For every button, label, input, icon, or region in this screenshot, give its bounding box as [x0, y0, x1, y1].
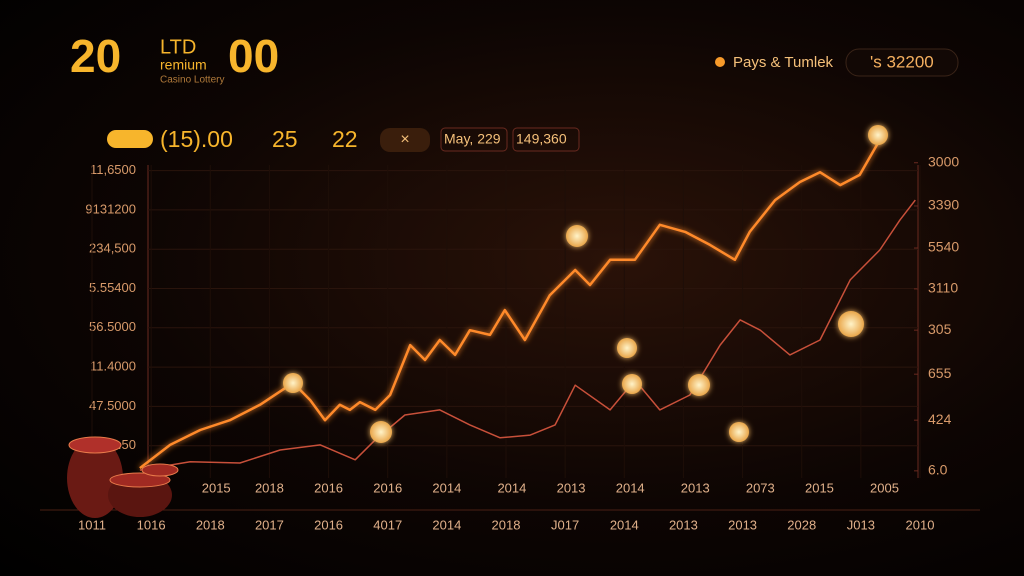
x-tick-label: J013: [847, 517, 875, 532]
y2-tick-label: 305: [928, 321, 952, 337]
y-tick-label: 9131200: [85, 201, 136, 216]
logo-small: remium: [160, 57, 207, 73]
x-tick-label: 2013: [728, 517, 757, 532]
y2-tick-label: 6.0: [928, 462, 948, 478]
y-tick-label: 47.5000: [89, 398, 136, 413]
chip: [68, 436, 122, 454]
x2-tick-label: 2016: [314, 480, 343, 495]
logo-small: LTD: [160, 36, 196, 58]
plot: 1.5047.500011.400056.50005.55400234,5009…: [78, 139, 959, 532]
spade-coin: [622, 374, 642, 394]
chip: [141, 463, 179, 477]
x-tick-label: 4017: [373, 517, 402, 532]
x-tick-label: 2013: [669, 517, 698, 532]
x-tick-label: 2018: [196, 517, 225, 532]
y-tick-label: 56.5000: [89, 319, 136, 334]
chips: [67, 436, 179, 518]
x-tick-label: 2014: [432, 517, 461, 532]
close-button[interactable]: [380, 128, 430, 152]
date-text: May, 229: [444, 131, 501, 147]
logo-number: 00: [228, 30, 279, 82]
y2-tick-label: 3110: [928, 280, 958, 296]
y2-tick-label: 3000: [928, 153, 959, 169]
badge[interactable]: [845, 48, 959, 77]
y2-tick-label: 655: [928, 365, 952, 381]
x2-tick-label: 2014: [432, 480, 461, 495]
chip: [109, 472, 171, 488]
x2-tick-label: 2014: [497, 480, 526, 495]
y-tick-label: 5.55400: [89, 280, 136, 295]
x2-tick-label: 2073: [746, 480, 775, 495]
x-tick-label: 2028: [787, 517, 816, 532]
x2-tick-label: 2015: [805, 480, 834, 495]
legend-text: Pays & Tumlek: [733, 54, 834, 71]
legend-dot: [715, 57, 725, 67]
y-tick-label: 11.4000: [90, 359, 136, 374]
x-tick-label: 2014: [610, 517, 639, 532]
logo-caption: Casino Lottery: [160, 75, 224, 86]
spade-coin: [566, 225, 588, 247]
toggle[interactable]: [107, 130, 153, 148]
spade-coin: [617, 338, 637, 358]
x-tick-label: 2016: [314, 517, 343, 532]
y-tick-label: 11,6500: [90, 162, 136, 177]
x2-tick-label: 2005: [870, 480, 899, 495]
x-tick-label: J017: [551, 517, 579, 532]
toolbar-value: 25: [272, 126, 298, 152]
count-box[interactable]: [512, 127, 580, 152]
series-line: [139, 199, 916, 471]
spade-coin: [868, 125, 888, 145]
y2-tick-label: 3390: [928, 197, 959, 213]
spade-coin: [370, 421, 392, 443]
x2-tick-label: 2015: [202, 480, 231, 495]
y2-tick-label: 424: [928, 411, 952, 427]
x2-tick-label: 2014: [616, 480, 645, 495]
toolbar-value: (15).00: [160, 126, 233, 152]
spade-coin: [283, 373, 303, 393]
close-icon: ×: [400, 131, 409, 148]
x2-tick-label: 2018: [255, 480, 284, 495]
count-text: 149,360: [516, 131, 567, 147]
spade-coin: [838, 311, 864, 337]
spade-coin: [688, 374, 710, 396]
x2-tick-label: 2013: [557, 480, 586, 495]
y2-tick-label: 5540: [928, 239, 959, 255]
x2-tick-label: 2013: [681, 480, 710, 495]
badge-text: 's 32200: [870, 52, 934, 71]
markers: [283, 125, 888, 443]
x-tick-label: 2018: [492, 517, 521, 532]
toolbar-value: 22: [332, 126, 358, 152]
x2-tick-label: 2016: [373, 480, 402, 495]
logo-number: 20: [70, 30, 121, 82]
spade-coin: [729, 422, 749, 442]
date-box[interactable]: [440, 127, 508, 152]
series-line: [139, 139, 881, 470]
x-tick-label: 2017: [255, 517, 284, 532]
x-tick-label: 1016: [137, 517, 166, 532]
x-tick-label: 2010: [906, 517, 935, 532]
y-tick-label: 234,500: [89, 241, 136, 256]
x-tick-label: 1011: [78, 517, 106, 532]
